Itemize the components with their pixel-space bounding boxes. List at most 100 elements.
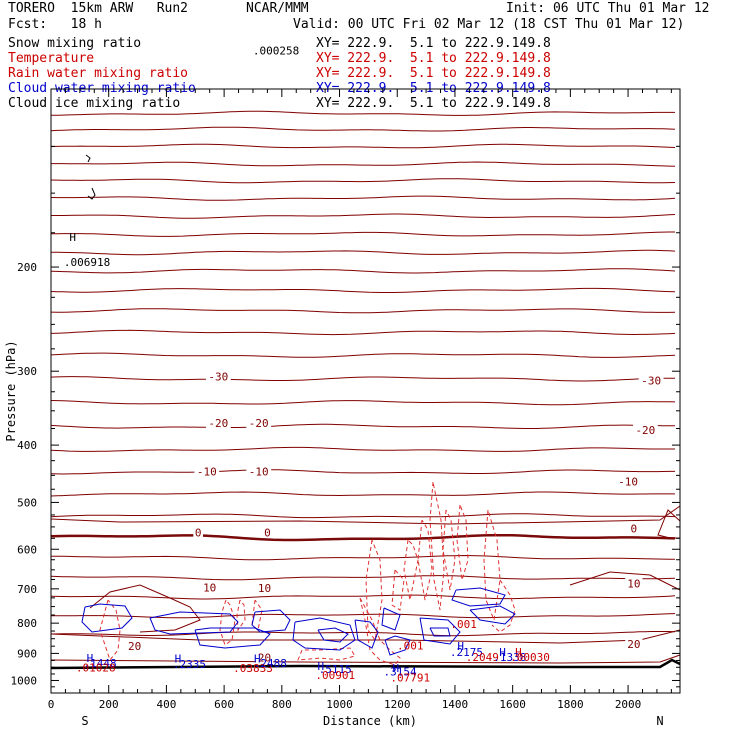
rain-water-contour xyxy=(491,579,516,633)
cloud-water-contour xyxy=(251,609,291,633)
isotherm-line xyxy=(51,249,676,256)
cloud-water-contour xyxy=(419,617,461,645)
temperature-label-bg xyxy=(632,422,658,435)
isotherm-line xyxy=(50,287,676,293)
x-tick-label: 1000 xyxy=(326,698,353,711)
isotherm-line xyxy=(50,423,675,429)
x-tick-label: 800 xyxy=(272,698,292,711)
endpoint-north-label: N xyxy=(656,714,663,728)
isotherm-line xyxy=(50,178,676,184)
isotherm-line xyxy=(50,594,676,600)
rain-water-contour xyxy=(297,647,356,661)
rain-water-contour xyxy=(219,599,236,646)
rain-water-contour xyxy=(483,509,501,622)
temperature-label-bg xyxy=(625,636,643,649)
field-maximum-label: H xyxy=(87,652,94,665)
field-maximum-label: H xyxy=(317,660,324,673)
field-maximum-label: .01028 xyxy=(76,661,116,674)
temperature-label-bg xyxy=(246,464,272,477)
field-maximum-label: .3154 xyxy=(384,666,417,679)
temperature-contour-label: -10 xyxy=(618,476,638,489)
isotherm-line xyxy=(50,469,675,475)
isotherm-line xyxy=(50,400,676,406)
temperature-contour-label: 20 xyxy=(627,638,640,651)
field-maximum-label: H xyxy=(175,652,182,665)
y-tick-label: 300 xyxy=(17,365,37,378)
field-maximum-label: .2175 xyxy=(450,646,483,659)
temperature-contour-label: 10 xyxy=(627,578,640,591)
field-xy-snow: XY= 222.9. 5.1 to 222.9.149.8 xyxy=(316,36,551,51)
y-tick-label: 1000 xyxy=(11,674,38,687)
x-tick-label: 1200 xyxy=(384,698,411,711)
rain-water-contour xyxy=(365,539,383,642)
isotherm-line xyxy=(50,352,676,358)
cloud-water-contour xyxy=(384,635,411,656)
rain-water-contour xyxy=(236,599,246,632)
temperature-contour-label: 0 xyxy=(264,526,271,539)
temperature-contour-label: -30 xyxy=(641,374,661,387)
y-tick-label: 600 xyxy=(17,543,37,556)
plot-frame xyxy=(50,88,681,694)
isotherm-line xyxy=(50,376,675,382)
field-maximum-label: H xyxy=(457,640,464,653)
y-tick-label: 900 xyxy=(17,647,37,660)
rain-water-contour xyxy=(391,569,405,611)
field-xy-cloud-ice: XY= 222.9. 5.1 to 222.9.149.8 xyxy=(316,96,551,111)
field-maximum-label: .001 xyxy=(450,618,477,631)
field-maximum-label: .5115 xyxy=(319,663,352,676)
endpoint-south-label: S xyxy=(81,714,88,728)
rain-water-contour xyxy=(442,509,456,591)
y-tick-label: 200 xyxy=(17,261,37,274)
field-maximum-label: .1448 xyxy=(83,657,116,670)
x-tick-label: 400 xyxy=(156,698,176,711)
rain-water-contour xyxy=(429,481,445,611)
rain-water-contour xyxy=(403,539,419,601)
isotherm-line xyxy=(50,631,676,637)
field-maximum-label: .2488 xyxy=(254,657,287,670)
cloud-water-contour xyxy=(354,619,379,649)
isotherm-line xyxy=(51,110,675,116)
field-name-temperature: Temperature xyxy=(8,51,95,66)
field-maximum-label: .000258 xyxy=(253,44,299,57)
rain-water-contour xyxy=(359,597,401,666)
rain-water-contour xyxy=(456,504,469,581)
cloud-water-contour xyxy=(149,611,239,635)
field-maximum-label: .00030 xyxy=(510,651,550,664)
temperature-contour-label: -30 xyxy=(208,370,228,383)
y-tick-label: 400 xyxy=(17,439,37,452)
rain-water-contour xyxy=(251,599,263,631)
field-maximum-label: .00901 xyxy=(315,669,355,682)
field-maximum-label: .03833 xyxy=(233,662,273,675)
isotherm-line xyxy=(50,554,675,561)
isotherm-line xyxy=(50,505,681,525)
y-axis-title: Pressure (hPa) xyxy=(4,340,18,441)
temperature-contour-label: -20 xyxy=(635,424,655,437)
temperature-label-bg xyxy=(201,580,219,593)
field-name-rain: Rain water mixing ratio xyxy=(8,66,189,81)
temperature-label-bg xyxy=(205,369,231,382)
temperature-label-bg xyxy=(194,464,220,477)
x-tick-label: 600 xyxy=(214,698,234,711)
isotherm-line xyxy=(50,231,675,237)
valid-time: Valid: 00 UTC Fri 02 Mar 12 (18 CST Thu … xyxy=(293,17,685,32)
isotherm-line xyxy=(50,126,676,132)
x-tick-label: 0 xyxy=(48,698,55,711)
cloud-ice-contour xyxy=(85,154,91,163)
isotherm-line xyxy=(50,491,675,497)
y-tick-label: 500 xyxy=(17,496,37,509)
temperature-contour-label: 10 xyxy=(258,582,271,595)
x-tick-label: 200 xyxy=(99,698,119,711)
temperature-label-bg xyxy=(205,415,231,428)
field-maximum-label: H xyxy=(499,646,506,659)
ground-surface-line xyxy=(50,658,681,670)
isotherm-line xyxy=(89,584,201,633)
field-name-cloud-ice: Cloud ice mixing ratio xyxy=(8,96,181,111)
isotherm-line xyxy=(50,533,676,542)
isotherm-line xyxy=(50,308,676,314)
temperature-contour-label: -10 xyxy=(197,465,217,478)
isotherm-line xyxy=(50,654,681,664)
cloud-water-contour xyxy=(317,627,349,643)
field-name-snow: Snow mixing ratio xyxy=(8,36,142,51)
isotherm-line xyxy=(50,143,676,149)
